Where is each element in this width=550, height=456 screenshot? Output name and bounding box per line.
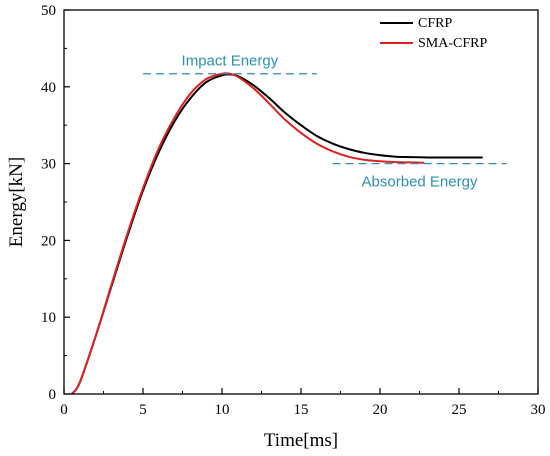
x-tick-label: 5 <box>139 402 147 418</box>
annotation-label-2: Absorbed Energy <box>362 174 478 191</box>
legend-label: SMA-CFRP <box>418 36 487 51</box>
x-tick-label: 10 <box>215 402 230 418</box>
series-line-2 <box>71 72 425 395</box>
x-axis-title: Time[ms] <box>264 430 338 451</box>
x-tick-label: 25 <box>452 402 467 418</box>
annotations: Impact Energy Absorbed Energy <box>143 53 507 191</box>
y-tick-label: 30 <box>41 157 56 173</box>
tick-labels: 0 5 10 15 20 25 30 0 10 20 30 40 50 <box>41 3 546 418</box>
y-tick-label: 10 <box>41 310 56 326</box>
plot-frame <box>63 9 539 395</box>
legend: CFRP SMA-CFRP <box>380 16 487 51</box>
annotation-label-1: Impact Energy <box>182 53 279 70</box>
series-lines <box>71 72 483 395</box>
x-tick-label: 20 <box>373 402 388 418</box>
y-tick-label: 0 <box>49 387 57 403</box>
x-tick-label: 0 <box>60 402 68 418</box>
legend-label: CFRP <box>418 16 452 31</box>
y-tick-label: 40 <box>41 80 56 96</box>
axis-ticks <box>63 9 539 395</box>
y-axis-title: Energy[kN] <box>6 157 27 247</box>
x-tick-label: 30 <box>531 402 546 418</box>
y-tick-label: 20 <box>41 233 56 249</box>
series-line-1 <box>71 73 483 395</box>
x-tick-label: 15 <box>294 402 309 418</box>
y-tick-label: 50 <box>41 3 56 19</box>
